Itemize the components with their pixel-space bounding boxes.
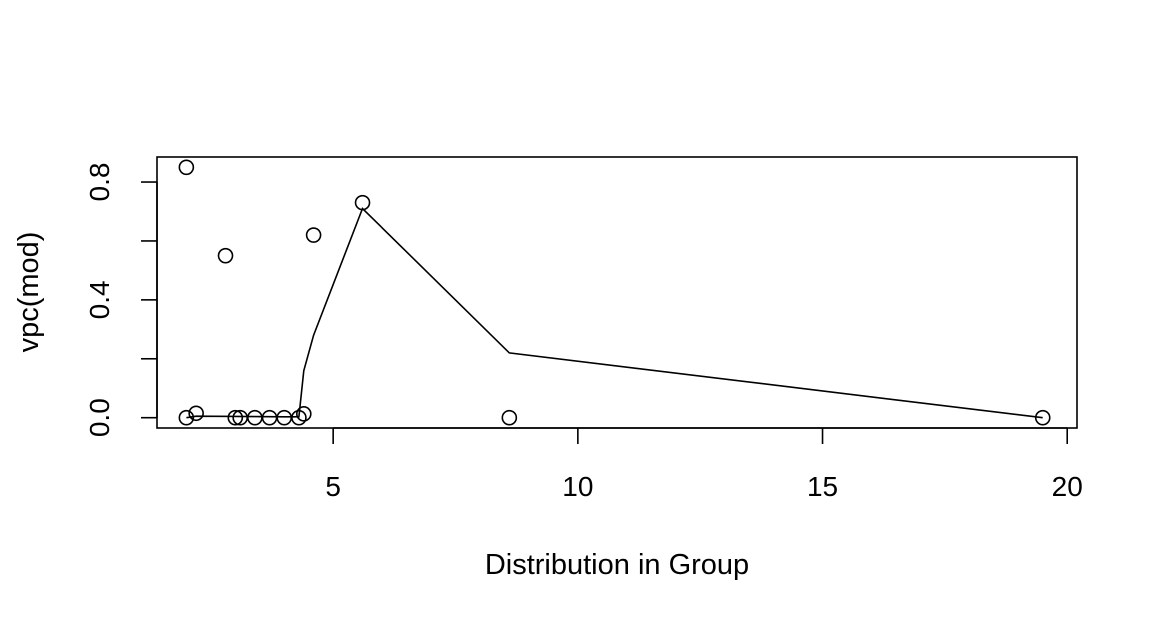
data-points [178,159,1051,426]
data-point [1034,409,1051,426]
data-point [247,409,263,426]
data-point [188,405,204,422]
x-axis: 5 10 15 20 [325,427,1083,502]
data-point [305,227,322,243]
y-axis-title: vpc(mod) [13,232,45,353]
data-point [261,409,278,426]
y-tick-label: 0.8 [84,163,115,202]
x-tick-label: 5 [325,471,341,502]
plot-area-box [156,156,1078,429]
data-point [178,409,195,426]
data-point [501,409,518,426]
data-point [227,409,244,426]
x-tick-label: 15 [807,471,838,502]
data-point [296,406,312,422]
data-point [291,409,307,426]
y-tick-label: 0.4 [84,280,115,319]
x-axis-title: Distribution in Group [485,549,749,581]
data-point [217,247,234,264]
series-line-group [186,207,1043,419]
x-tick-label: 10 [562,471,593,502]
y-tick-label: 0.0 [84,398,115,437]
series-line [186,207,1043,419]
y-axis: 0.0 0.4 0.8 [84,163,158,437]
data-point [354,194,371,211]
data-point [276,409,293,426]
x-tick-label: 20 [1052,471,1083,502]
data-point [178,159,195,176]
